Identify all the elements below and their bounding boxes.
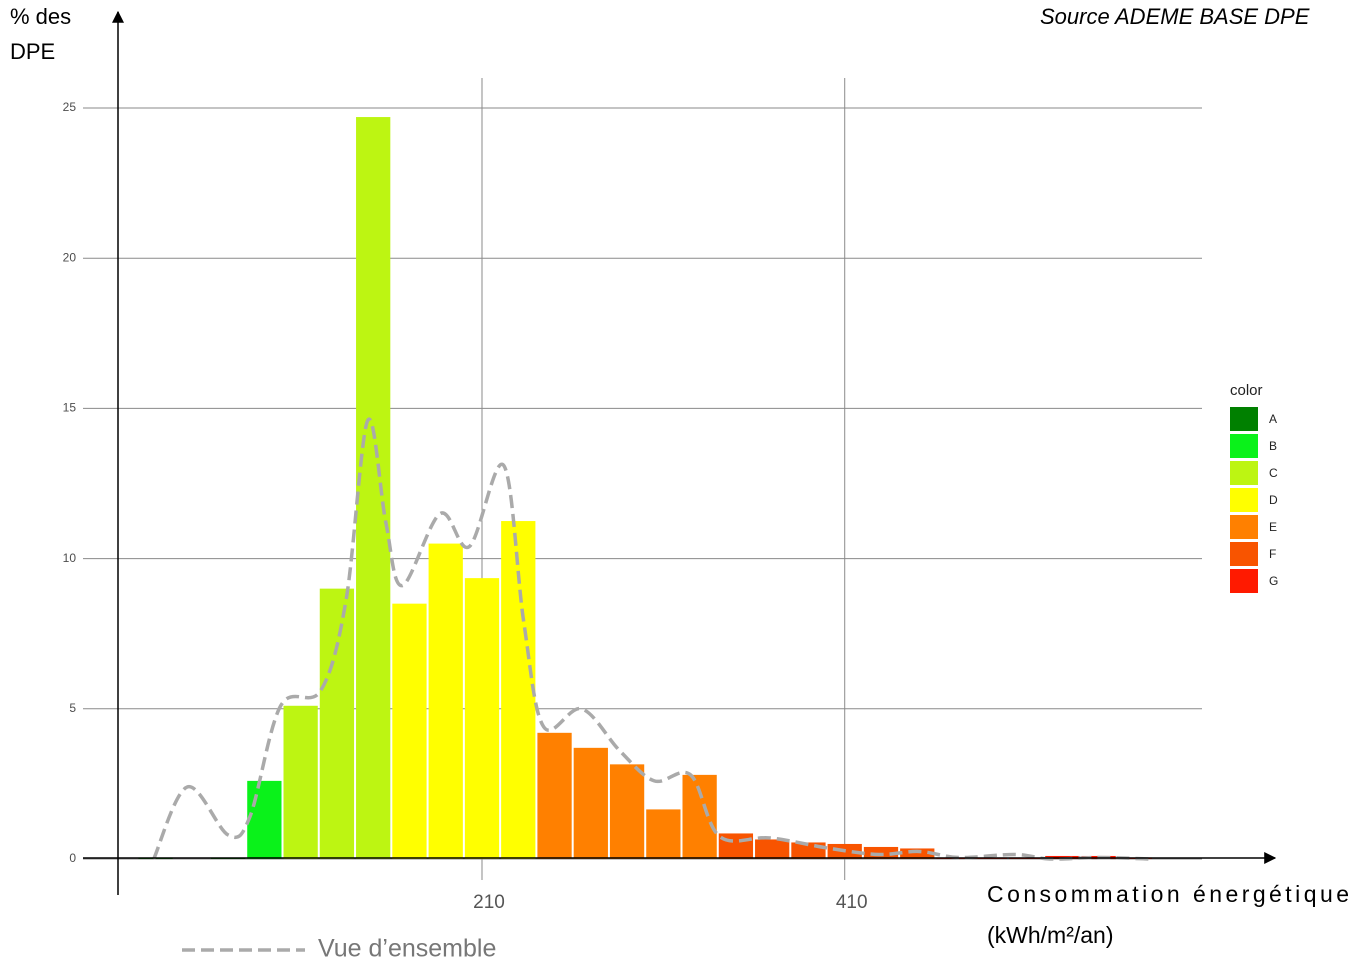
bar bbox=[319, 588, 355, 859]
x-tick-label: 210 bbox=[473, 892, 505, 913]
bar bbox=[609, 764, 645, 859]
legend-title: color bbox=[1230, 382, 1263, 399]
y-tick-label: 0 bbox=[69, 851, 76, 865]
legend-label: E bbox=[1269, 520, 1277, 534]
legend-key bbox=[1230, 461, 1258, 485]
y-tick-label: 15 bbox=[63, 401, 77, 415]
y-tick-label: 5 bbox=[69, 701, 76, 715]
bar bbox=[247, 780, 282, 859]
density-line bbox=[152, 417, 1150, 861]
legend-label: G bbox=[1269, 574, 1278, 588]
legend-key bbox=[1230, 488, 1258, 512]
legend-label: A bbox=[1269, 412, 1277, 426]
bar bbox=[283, 705, 318, 859]
bar bbox=[573, 747, 608, 859]
legend-label: C bbox=[1269, 466, 1278, 480]
legend-key bbox=[1230, 434, 1258, 458]
density bbox=[152, 417, 1150, 861]
bar bbox=[428, 543, 463, 859]
bar bbox=[392, 603, 427, 859]
bar bbox=[537, 732, 572, 859]
y-axis-label: % des bbox=[10, 4, 71, 29]
legend-key bbox=[1230, 569, 1258, 593]
legend-label: F bbox=[1269, 547, 1276, 561]
legend-label: D bbox=[1269, 493, 1278, 507]
x-axis-label: (kWh/m²/an) bbox=[987, 922, 1114, 948]
legend-key bbox=[1230, 515, 1258, 539]
bar bbox=[356, 117, 391, 859]
x-axis-label: Consommation énergétique bbox=[987, 881, 1349, 907]
grid: 0 5 10 15 20 25 210 410 bbox=[63, 78, 1202, 913]
legend-label: B bbox=[1269, 439, 1277, 453]
y-axis-label: DPE bbox=[10, 39, 55, 64]
bar bbox=[755, 839, 790, 859]
legend-key bbox=[1230, 542, 1258, 566]
source: Source ADEME BASE DPE bbox=[1040, 4, 1310, 29]
bar bbox=[900, 848, 935, 859]
y-tick-label: 20 bbox=[63, 250, 77, 264]
x-tick-label: 410 bbox=[836, 892, 868, 913]
y-tick-label: 10 bbox=[63, 551, 77, 565]
y-tick-label: 25 bbox=[63, 100, 77, 114]
bars bbox=[138, 117, 1153, 859]
bar bbox=[646, 809, 681, 859]
bar bbox=[464, 578, 500, 859]
density-legend-label: Vue d’ensemble bbox=[318, 935, 496, 963]
legend-key bbox=[1230, 407, 1258, 431]
